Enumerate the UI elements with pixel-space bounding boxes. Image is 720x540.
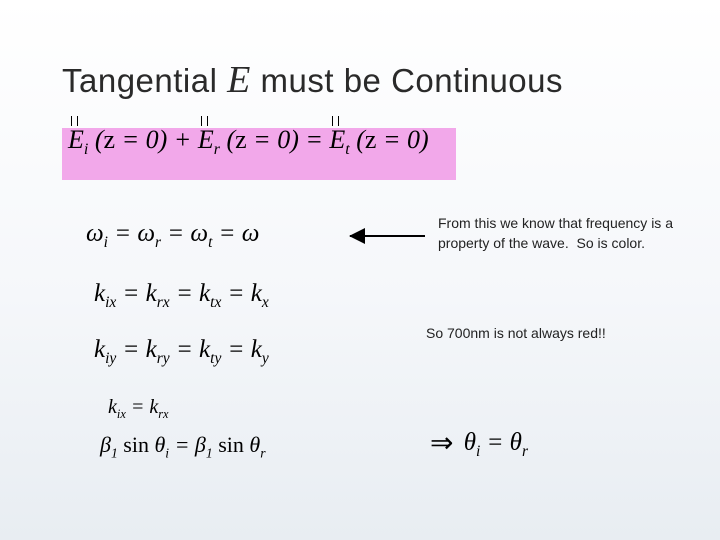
title-part-1: Tangential (62, 62, 227, 99)
equation-kx: kix = krx = ktx = kx (94, 280, 269, 312)
title-symbol: E (227, 59, 251, 101)
equation-snell-beta: β1 sin θi = β1 sin θr (100, 432, 266, 461)
equation-theta-reflection: ⇒ θi = θr (430, 426, 528, 461)
title-part-2: must be Continuous (251, 62, 563, 99)
equation-omega: ωi = ωr = ωt = ω (86, 220, 259, 252)
arrow-icon (350, 235, 425, 237)
equation-ky: kiy = kry = kty = ky (94, 336, 269, 368)
page-title: Tangential E must be Continuous (62, 58, 563, 102)
equation-kix-krx: kix = krx (108, 396, 169, 422)
note-700nm: So 700nm is not always red!! (426, 325, 706, 341)
note-frequency-property: From this we know that frequency is a pr… (438, 214, 688, 253)
equation-boundary-condition: Ei (z = 0) + Er (z = 0) = Et (z = 0) (68, 125, 429, 159)
